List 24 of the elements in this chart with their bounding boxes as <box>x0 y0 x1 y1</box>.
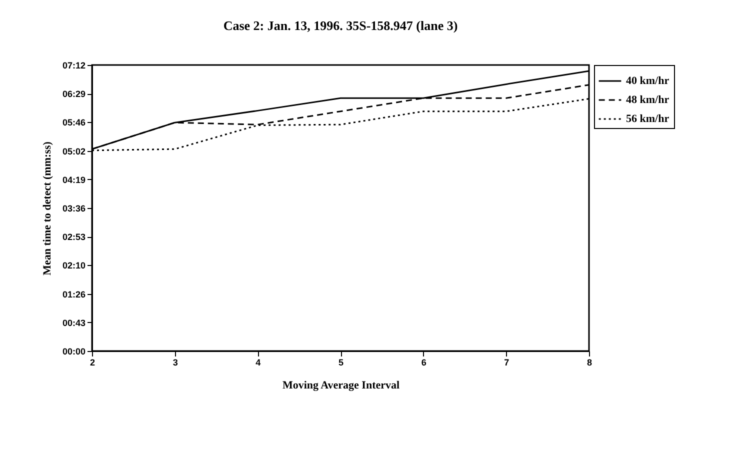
y-axis-title: Mean time to detect (mm:ss) <box>41 141 54 276</box>
x-tick-label: 7 <box>504 358 510 368</box>
x-axis-title: Moving Average Interval <box>282 380 400 392</box>
y-tick-label: 02:53 <box>62 232 86 242</box>
x-tick-label: 5 <box>338 358 344 368</box>
y-tick-label: 05:46 <box>62 118 86 128</box>
y-tick-label: 00:00 <box>62 346 86 356</box>
y-tick-label: 05:02 <box>62 146 86 156</box>
x-tick-label: 3 <box>172 358 178 368</box>
y-tick-label: 00:43 <box>62 318 86 328</box>
y-tick-label: 07:12 <box>62 60 86 70</box>
y-tick-label: 04:19 <box>62 174 86 185</box>
y-tick-label: 01:26 <box>62 289 86 300</box>
x-tick-label: 6 <box>421 358 426 368</box>
y-tick-label: 02:10 <box>62 260 86 271</box>
legend-label: 40 km/hr <box>626 75 670 87</box>
x-tick-label: 8 <box>586 358 592 368</box>
x-tick-label: 2 <box>90 358 96 368</box>
legend-label: 56 km/hr <box>626 113 670 125</box>
y-tick-label: 03:36 <box>62 204 86 214</box>
legend-label: 48 km/hr <box>626 94 670 106</box>
x-tick-label: 4 <box>256 358 261 368</box>
chart-title: Case 2: Jan. 13, 1996. 35S-158.947 (lane 3) <box>223 18 458 33</box>
y-tick-label: 06:29 <box>62 89 86 100</box>
